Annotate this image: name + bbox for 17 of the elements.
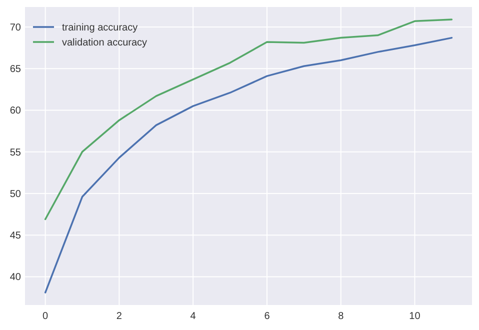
y-tick-label: 65: [10, 64, 22, 76]
line-series: [44, 18, 453, 220]
legend-label: training accuracy: [62, 22, 138, 34]
y-tick-label: 55: [10, 147, 22, 158]
x-tick-label: 10: [409, 311, 421, 322]
y-tick-label: 60: [10, 106, 22, 117]
line-series: [44, 36, 453, 294]
x-tick-label: 8: [338, 311, 344, 322]
x-tick-label: 2: [116, 311, 122, 322]
legend-label: validation accuracy: [62, 38, 148, 48]
y-tick-label: 45: [10, 230, 22, 242]
x-tick-label: 0: [42, 311, 49, 322]
y-tick-label: 50: [10, 188, 22, 200]
y-tick-label: 40: [10, 272, 22, 284]
x-tick-label: 4: [190, 311, 196, 322]
x-tick-label: 6: [264, 311, 270, 322]
y-tick-label: 70: [10, 22, 22, 34]
